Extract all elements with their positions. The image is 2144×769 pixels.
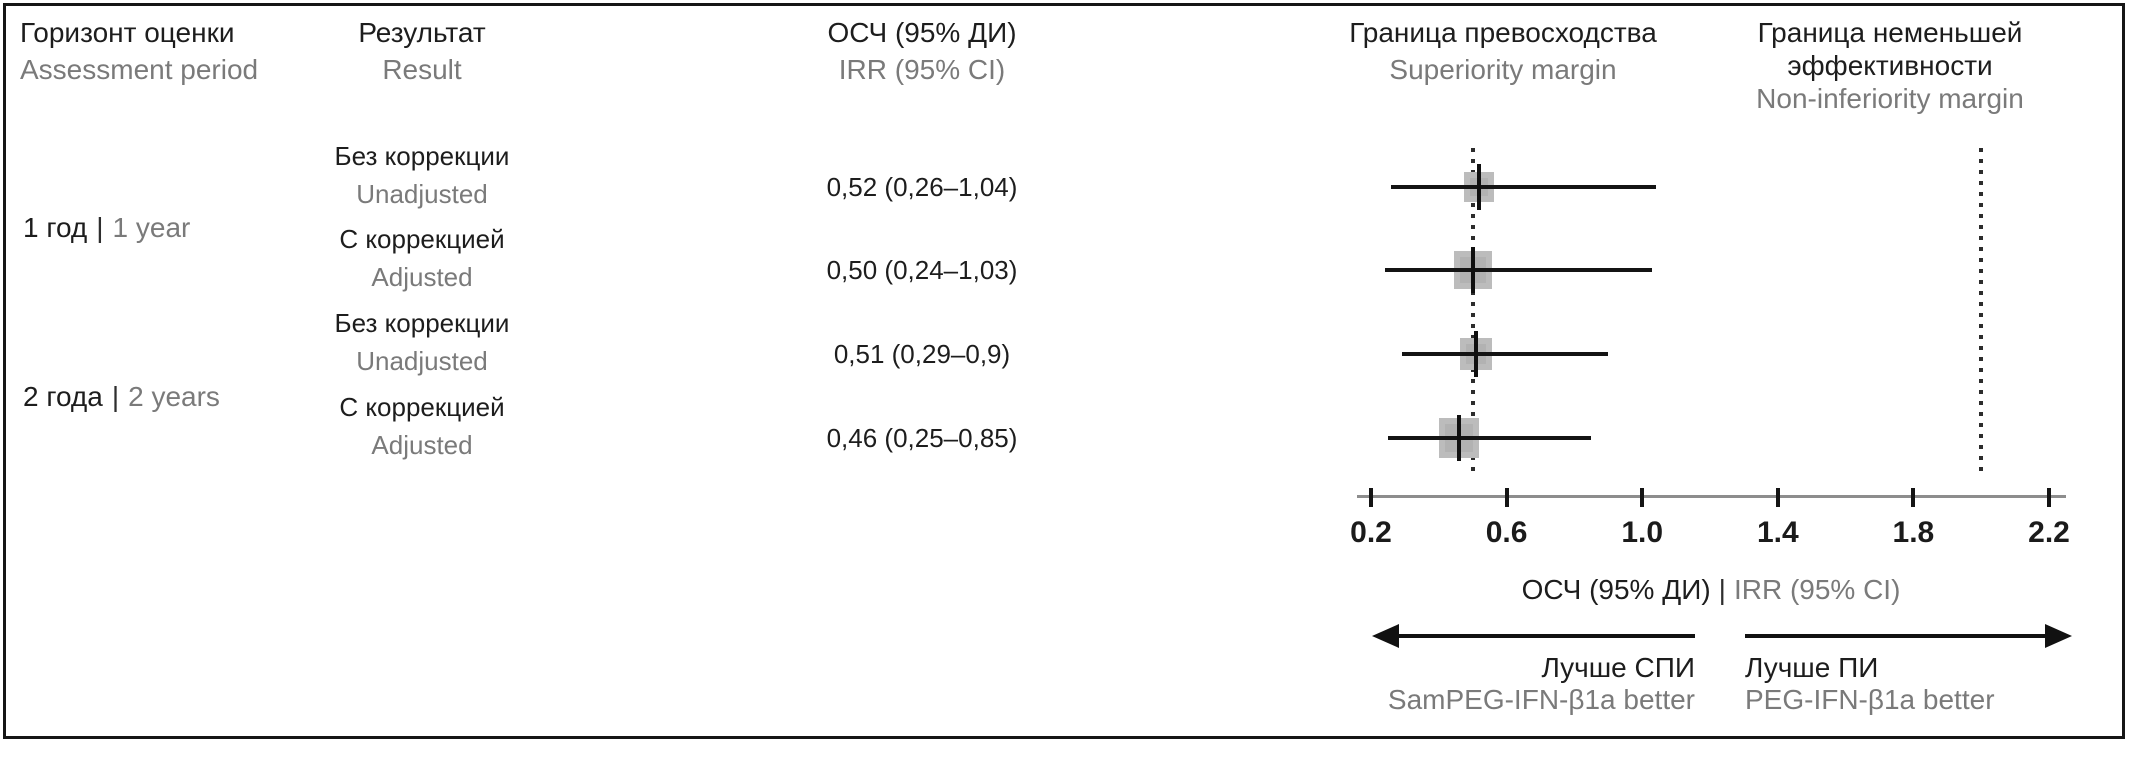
x-axis-tick <box>1369 488 1373 507</box>
result-label: С коррекцией Adjusted <box>242 388 602 464</box>
irr-value: 0,50 (0,24–1,03) <box>826 255 1018 285</box>
x-axis-tick <box>1504 488 1509 507</box>
result-label-ru: С коррекцией <box>339 392 505 422</box>
x-axis-label-en: IRR (95% CI) <box>1733 574 1901 605</box>
column-header-non-inferiority: Граница неменьшей эффективности Non-infe… <box>1670 16 2110 115</box>
column-header-non-inferiority-ru2: эффективности <box>1787 50 1993 81</box>
ci-line <box>1387 436 1592 440</box>
direction-label-left-ru: Лучше СПИ <box>1541 652 1695 683</box>
direction-label-right-ru: Лучше ПИ <box>1745 652 1879 683</box>
point-estimate-tick <box>1474 331 1479 377</box>
x-axis-tick-label: 1.8 <box>1892 516 1935 549</box>
column-header-non-inferiority-ru1: Граница неменьшей <box>1757 17 2023 48</box>
irr-value: 0,52 (0,26–1,04) <box>826 172 1018 202</box>
column-header-irr-en: IRR (95% CI) <box>838 54 1006 85</box>
x-axis-label: ОСЧ (95% ДИ) | IRR (95% CI) <box>1401 572 2021 608</box>
x-axis-tick-label: 1.4 <box>1756 516 1799 549</box>
arrow-right-icon <box>2045 624 2072 648</box>
direction-label-left: Лучше СПИ SamPEG-IFN-β1a better <box>1295 652 1695 716</box>
x-axis-line <box>1357 495 2066 498</box>
direction-label-right-en: PEG-IFN-β1a better <box>1745 684 1995 715</box>
column-header-period-en: Assessment period <box>20 54 259 85</box>
result-label: Без коррекции Unadjusted <box>242 137 602 213</box>
result-label-ru: Без коррекции <box>334 308 510 338</box>
group-label-2-years: 2 года | 2 years <box>23 377 220 417</box>
point-estimate-tick <box>1477 164 1482 210</box>
x-axis-label-ru: ОСЧ (95% ДИ) <box>1521 574 1711 605</box>
figure-frame <box>3 3 2125 739</box>
result-label: Без коррекции Unadjusted <box>242 304 602 380</box>
x-axis-tick <box>1911 488 1916 507</box>
column-header-result-en: Result <box>382 54 462 85</box>
result-label-ru: Без коррекции <box>334 141 510 171</box>
irr-value: 0,46 (0,25–0,85) <box>826 423 1018 453</box>
column-header-superiority-en: Superiority margin <box>1389 54 1617 85</box>
column-header-result-ru: Результат <box>358 17 486 48</box>
column-header-period-ru: Горизонт оценки <box>20 17 235 48</box>
point-estimate-tick <box>1457 415 1462 461</box>
group-label-2-years-en: 2 years <box>128 381 220 412</box>
result-label-en: Adjusted <box>371 262 473 292</box>
irr-value: 0,51 (0,29–0,9) <box>833 339 1011 369</box>
group-separator: | <box>96 212 104 243</box>
column-header-superiority: Граница превосходства Superiority margin <box>1283 14 1723 88</box>
arrow-right-line <box>1745 634 2047 638</box>
x-axis-label-separator: | <box>1718 574 1726 605</box>
x-axis-tick-label: 0.2 <box>1350 516 1392 549</box>
group-label-1-year: 1 год | 1 year <box>23 208 190 248</box>
x-axis-tick-label: 2.2 <box>2028 516 2070 549</box>
result-label-en: Unadjusted <box>356 346 488 376</box>
point-estimate-tick <box>1470 247 1475 293</box>
superiority-margin-line <box>1470 148 1475 478</box>
arrow-left-line <box>1396 634 1695 638</box>
column-header-superiority-ru: Граница превосходства <box>1349 17 1657 48</box>
group-label-2-years-ru: 2 года <box>23 381 103 412</box>
column-header-non-inferiority-en: Non-inferiority margin <box>1756 83 2024 114</box>
x-axis-tick <box>2047 488 2051 507</box>
column-header-period: Горизонт оценки Assessment period <box>20 14 258 88</box>
ci-line <box>1401 352 1609 356</box>
non-inferiority-margin-line <box>1979 148 1984 478</box>
result-label-en: Unadjusted <box>356 179 488 209</box>
column-header-irr: ОСЧ (95% ДИ) IRR (95% CI) <box>772 14 1072 88</box>
result-label-en: Adjusted <box>371 430 473 460</box>
ci-line <box>1391 185 1656 189</box>
column-header-result: Результат Result <box>272 14 572 88</box>
x-axis-tick-label: 0.6 <box>1485 516 1528 549</box>
column-header-irr-ru: ОСЧ (95% ДИ) <box>827 17 1017 48</box>
result-label-ru: С коррекцией <box>339 224 505 254</box>
x-axis-tick <box>1775 488 1780 507</box>
direction-label-right: Лучше ПИ PEG-IFN-β1a better <box>1745 652 2144 716</box>
ci-line <box>1384 268 1653 272</box>
x-axis-tick <box>1640 488 1645 507</box>
x-axis-tick-label: 1.0 <box>1621 516 1664 549</box>
arrow-left-icon <box>1372 624 1399 648</box>
direction-label-left-en: SamPEG-IFN-β1a better <box>1387 684 1695 715</box>
group-separator: | <box>111 381 120 412</box>
group-label-1-year-ru: 1 год <box>23 212 88 243</box>
group-label-1-year-en: 1 year <box>112 212 191 243</box>
result-label: С коррекцией Adjusted <box>242 220 602 296</box>
